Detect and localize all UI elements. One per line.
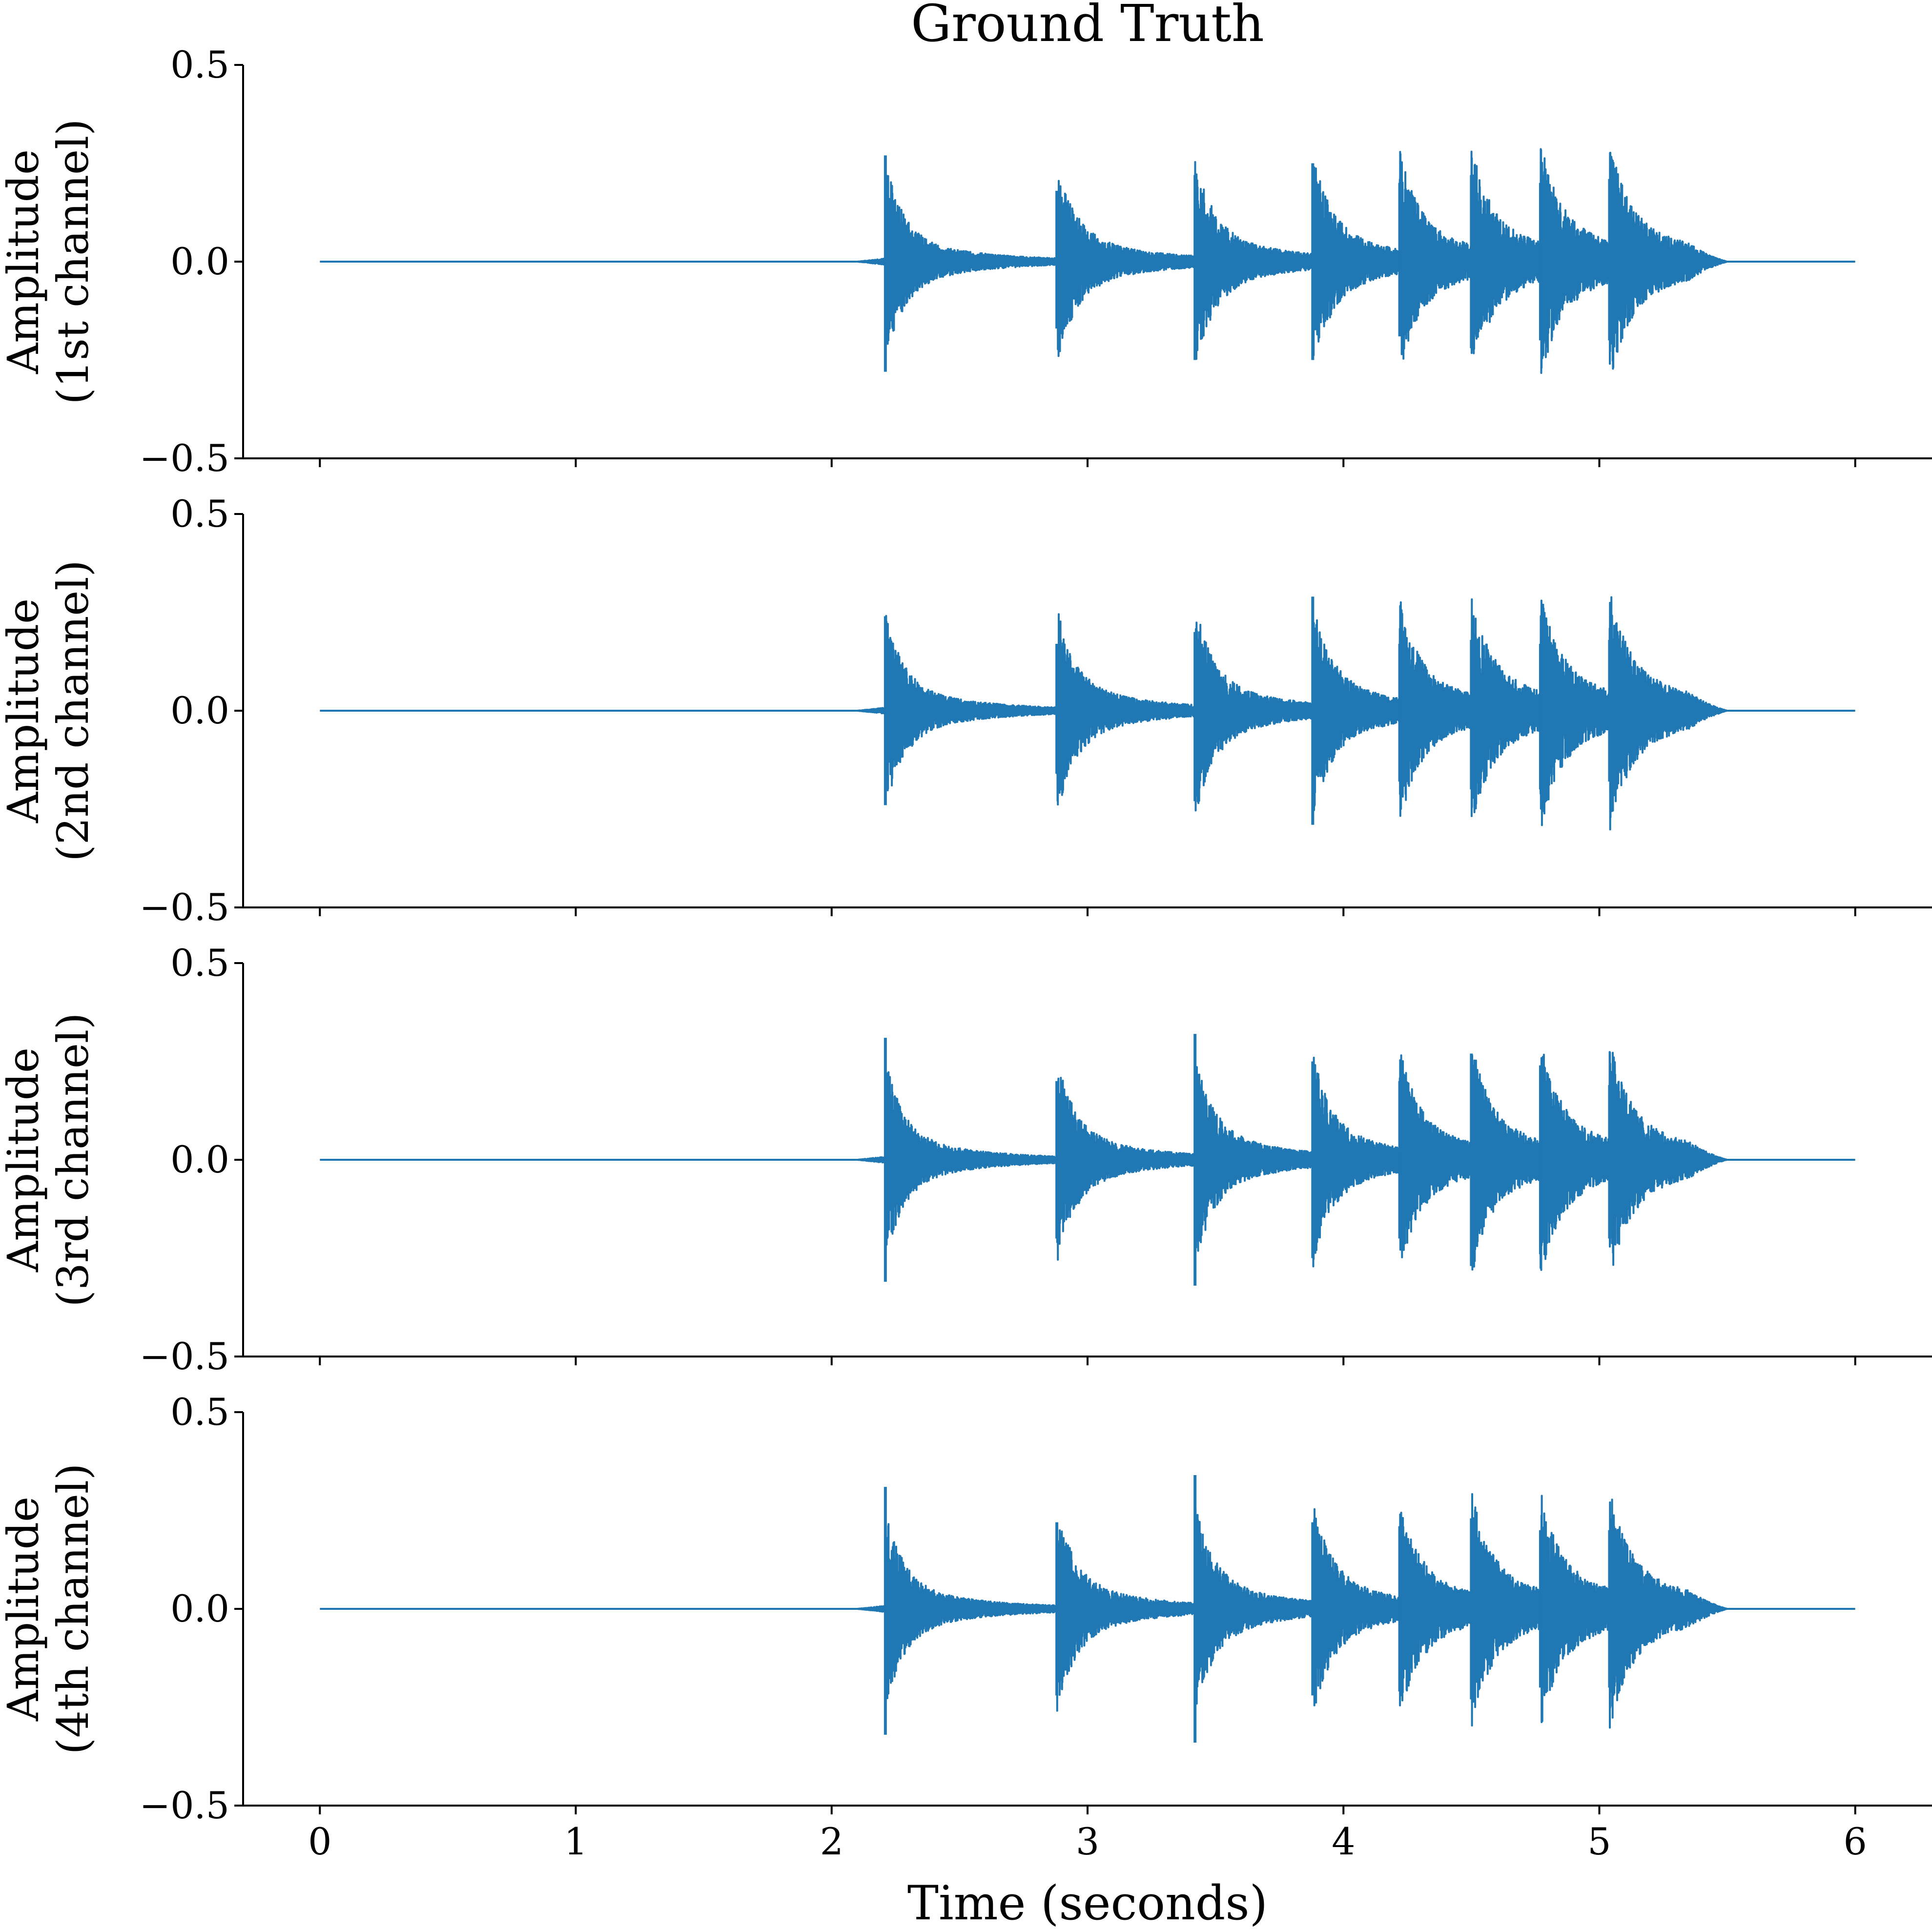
x-tick-label: 6 — [1844, 1820, 1867, 1863]
y-axis-label-line: Amplitude — [0, 1497, 48, 1722]
y-axis-label-line: Amplitude — [0, 1048, 48, 1273]
y-tick-label: −0.5 — [139, 1335, 229, 1378]
x-tick-label: 3 — [1076, 1820, 1099, 1863]
y-axis-label: Amplitude(4th channel) — [0, 1463, 98, 1755]
y-tick-label: 0.5 — [170, 1390, 229, 1434]
waveform-line — [320, 596, 1855, 831]
x-tick-label: 5 — [1587, 1820, 1611, 1863]
x-tick-label: 4 — [1332, 1820, 1355, 1863]
x-tick-label: 0 — [308, 1820, 331, 1863]
y-tick-label: 0.0 — [170, 1138, 229, 1181]
y-axis-label-line: (2nd channel) — [48, 560, 98, 862]
channel-panel-1: 0.5 0.0 −0.5 Amplitude(1st channel) — [0, 43, 1932, 480]
waveform-line — [320, 1493, 1855, 1729]
y-axis-label-line: Amplitude — [0, 149, 48, 374]
y-axis-label-line: Amplitude — [0, 598, 48, 823]
y-tick-label: −0.5 — [139, 885, 229, 929]
x-tick-label: 1 — [564, 1820, 587, 1863]
y-axis-label: Amplitude(3rd channel) — [0, 1012, 98, 1307]
y-tick-label: 0.0 — [170, 1587, 229, 1630]
figure-title: Ground Truth — [911, 0, 1264, 53]
y-tick-label: 0.5 — [170, 941, 229, 985]
y-tick-label: −0.5 — [139, 1784, 229, 1827]
channel-panel-3: 0.5 0.0 −0.5 Amplitude(3rd channel) — [0, 941, 1932, 1378]
channel-panel-4: 0.5 0.0 −0.5 0 1 2 3 4 5 6 Amplitude(4th channel) — [0, 1390, 1932, 1863]
waveform-line — [320, 1051, 1855, 1271]
y-axis-label-line: (4th channel) — [48, 1463, 98, 1755]
x-axis-label: Time (seconds) — [907, 1876, 1268, 1931]
y-axis-label: Amplitude(1st channel) — [0, 119, 98, 404]
y-tick-label: 0.5 — [170, 43, 229, 86]
y-tick-label: 0.5 — [170, 492, 229, 535]
y-tick-label: 0.0 — [170, 240, 229, 283]
waveform-line — [320, 148, 1855, 374]
y-axis-label: Amplitude(2nd channel) — [0, 560, 98, 862]
y-tick-label: −0.5 — [139, 436, 229, 480]
channel-panel-2: 0.5 0.0 −0.5 Amplitude(2nd channel) — [0, 492, 1932, 929]
x-tick-label: 2 — [820, 1820, 843, 1863]
y-axis-label-line: (1st channel) — [48, 119, 98, 404]
y-tick-label: 0.0 — [170, 689, 229, 732]
y-axis-label-line: (3rd channel) — [48, 1012, 98, 1307]
